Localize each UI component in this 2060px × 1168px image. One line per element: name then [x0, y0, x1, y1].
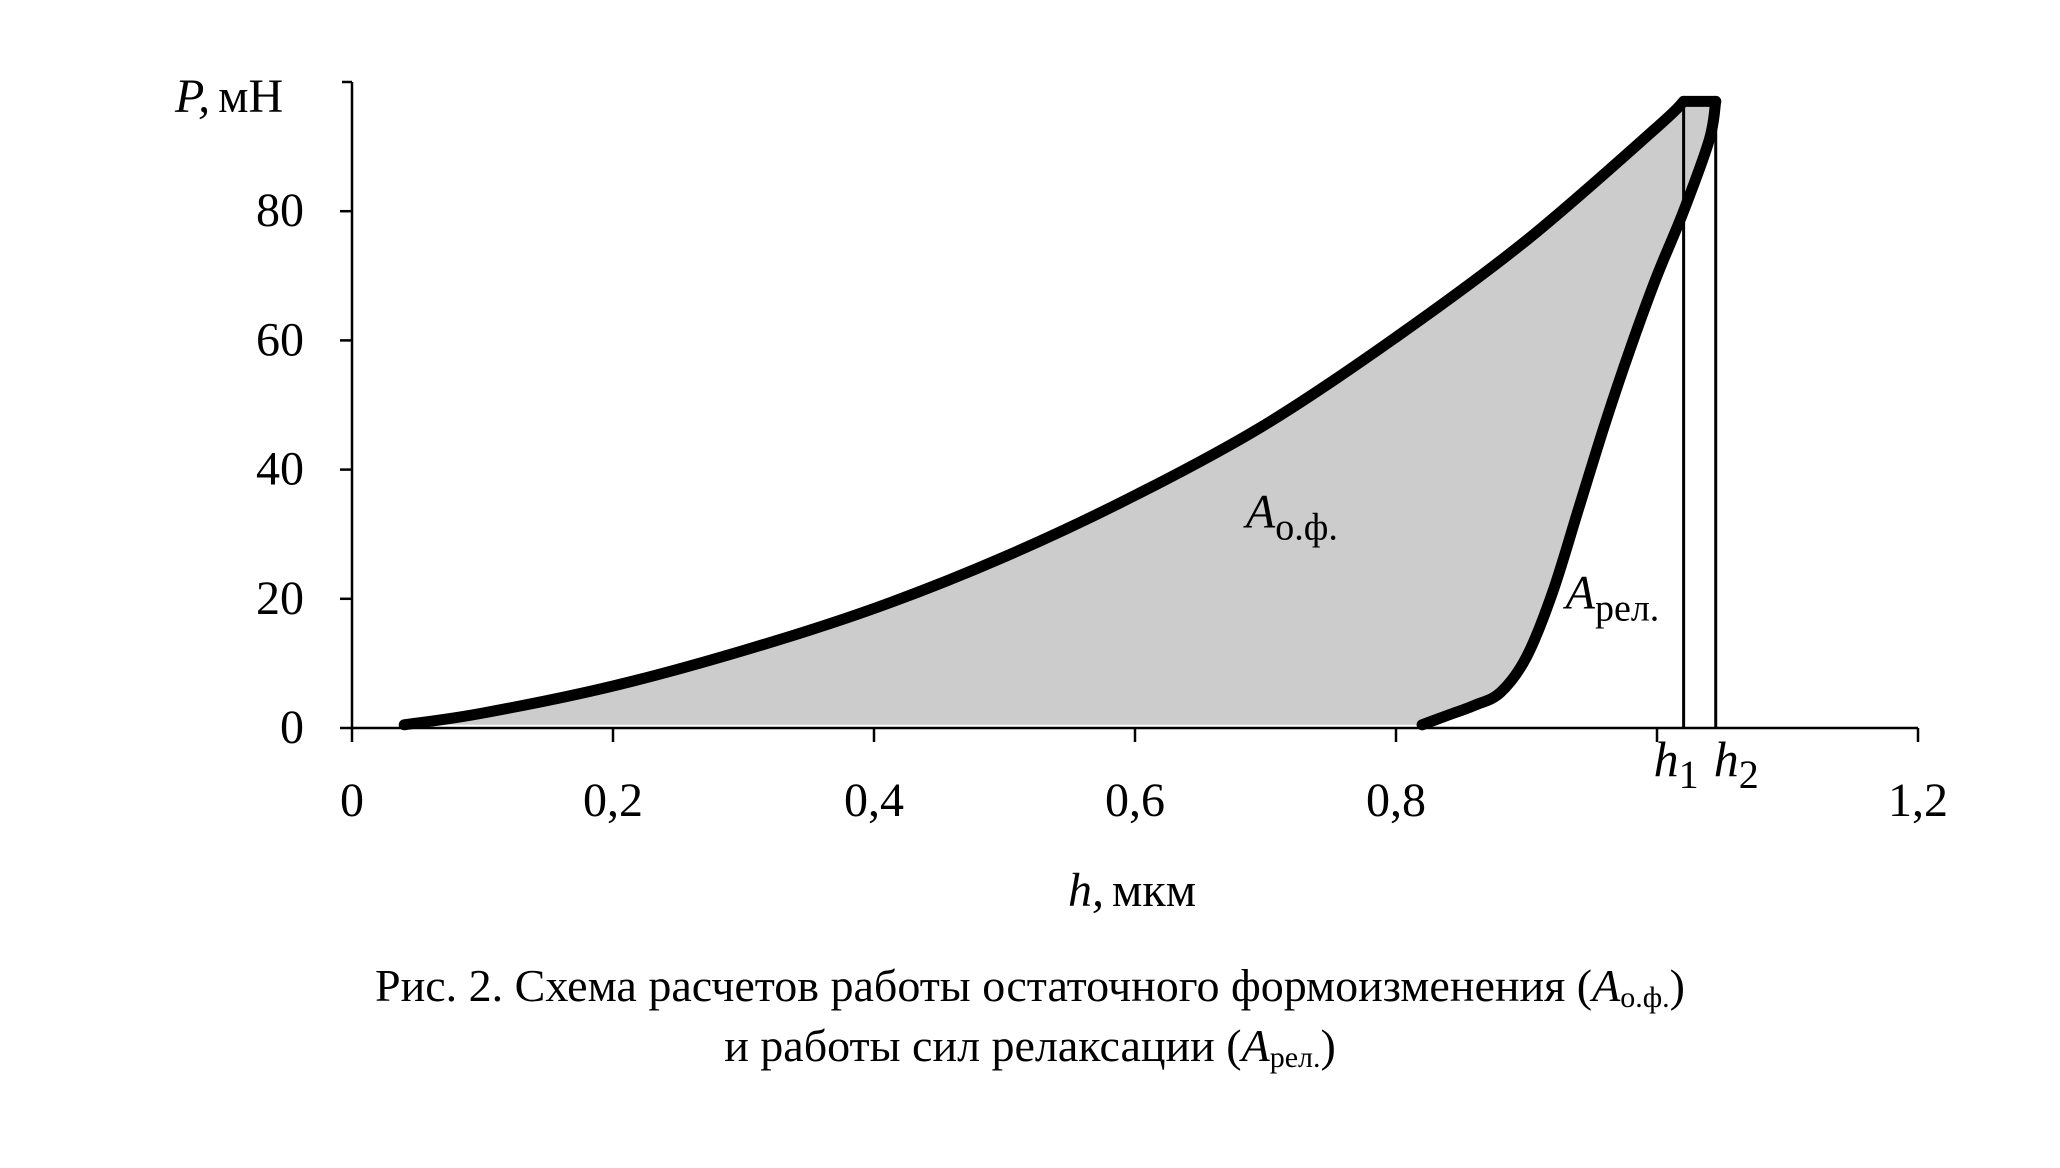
x-tick-label: 0,6 — [1105, 774, 1165, 827]
x-axis-label: h, мкм — [1068, 864, 1196, 917]
y-tick-label: 0 — [280, 701, 304, 754]
x-tick-label: 0,8 — [1366, 774, 1426, 827]
y-axis-label: P, мН — [174, 70, 283, 123]
x-tick-label: 0,4 — [844, 774, 904, 827]
annotation-a-of: Aо.ф. — [1243, 486, 1338, 549]
figure-caption-line2: и работы сил релаксации (Aрел.) — [724, 1020, 1336, 1074]
x-tick-label: 0 — [340, 774, 364, 827]
axes: 0 0,2 0,4 0,6 0,8 1,2 0 20 40 60 80 h1 h2 — [256, 80, 1948, 827]
work-area-fill — [404, 101, 1716, 725]
annotation-a-rel: Aрел. — [1563, 566, 1660, 629]
x-tick-label: 0,2 — [583, 774, 643, 827]
y-tick-label: 80 — [256, 184, 304, 237]
plot-area: Aо.ф. Aрел. — [398, 95, 1722, 731]
y-tick-label: 60 — [256, 313, 304, 366]
marker-label-h2: h2 — [1714, 731, 1759, 797]
axis-labels: P, мН h, мкм — [174, 70, 1196, 917]
figure-caption: Рис. 2. Схема расчетов работы остаточног… — [375, 960, 1685, 1014]
loading-curve — [398, 95, 1690, 731]
y-tick-label: 20 — [256, 572, 304, 625]
indentation-chart: Aо.ф. Aрел. 0 0,2 0,4 0,6 0,8 1,2 0 20 40 60 80 h1 h2… — [174, 70, 1948, 917]
marker-label-h1: h1 — [1654, 731, 1699, 797]
y-tick-label: 40 — [256, 443, 304, 496]
x-tick-label: 1,2 — [1888, 774, 1948, 827]
